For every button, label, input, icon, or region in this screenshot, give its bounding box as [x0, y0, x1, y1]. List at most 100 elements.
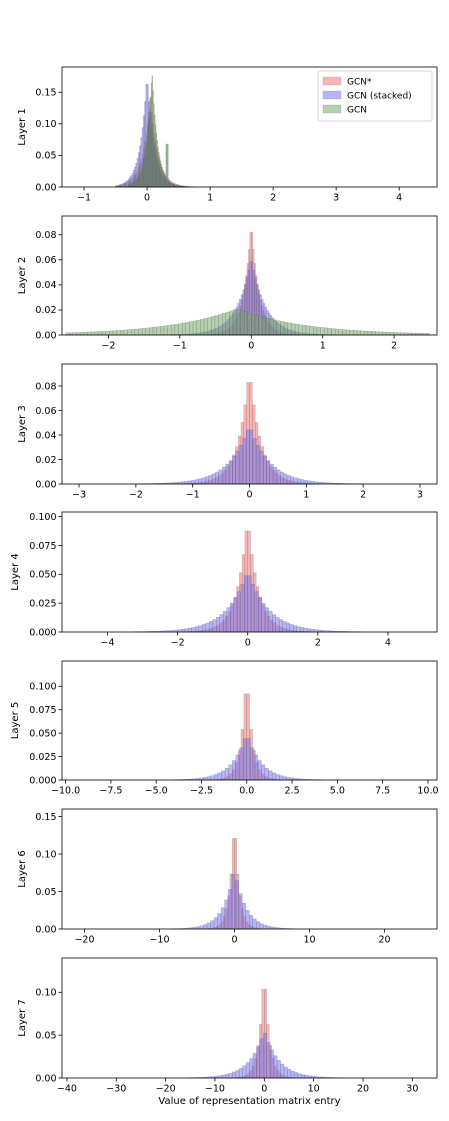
x-tick-label: 2: [315, 638, 321, 649]
x-tick-label: 10: [303, 935, 315, 946]
histogram-bar: [221, 770, 226, 781]
histogram-bar: [94, 331, 99, 336]
x-tick-label: −2: [129, 490, 143, 501]
histogram-bar: [300, 479, 305, 485]
histogram-bar: [272, 614, 276, 633]
x-tick-label: 4: [385, 638, 391, 649]
histogram-bar: [235, 451, 240, 485]
histogram-bar: [309, 326, 314, 336]
x-tick-label: −10.0: [51, 786, 80, 797]
y-tick-label: 0.00: [35, 1073, 56, 1084]
histogram-bar: [216, 616, 220, 633]
histogram-bar: [233, 597, 238, 633]
histogram-bar: [199, 925, 204, 930]
histogram-bar: [238, 893, 243, 930]
histogram-bar: [266, 460, 271, 485]
x-tick-label: −2.5: [190, 786, 213, 797]
histogram-bar: [245, 909, 250, 930]
histogram-bar: [174, 323, 179, 336]
histogram-bar: [101, 331, 106, 336]
histogram-bar: [342, 329, 347, 336]
x-tick-label: 20: [378, 935, 390, 946]
histogram-bar: [149, 327, 154, 336]
histogram-bar: [356, 330, 361, 336]
histogram-bar: [263, 1032, 267, 1079]
histogram-bar: [205, 622, 210, 633]
y-tick-label: 0.075: [29, 541, 56, 552]
histogram-bar: [262, 317, 267, 336]
histogram-bar: [252, 918, 257, 930]
histogram-bar: [225, 463, 230, 485]
histogram-bar: [259, 1038, 264, 1079]
y-tick-label: 0.08: [35, 381, 56, 392]
histogram-bar: [307, 480, 312, 485]
x-tick-label: −30: [106, 1084, 126, 1095]
histogram-bar: [269, 463, 274, 485]
histogram-bar: [305, 325, 310, 336]
histogram-bar: [261, 602, 266, 633]
histogram-bar: [256, 921, 261, 930]
histogram-bar: [289, 624, 294, 633]
histogram-bar: [235, 754, 240, 781]
histogram-bar: [279, 775, 284, 781]
y-tick-label: 0.06: [35, 406, 56, 417]
histogram-bar: [194, 626, 199, 633]
histogram-bar: [360, 330, 365, 336]
histogram-bar: [270, 1049, 274, 1079]
y-tick-label: 0.00: [35, 330, 56, 341]
histogram-bar: [120, 329, 125, 336]
histogram-bar: [301, 1074, 305, 1079]
x-tick-label: 0.0: [239, 786, 254, 797]
y-tick-label: 0.10: [35, 119, 56, 130]
histogram-bar: [276, 469, 281, 485]
histogram-bar: [127, 329, 132, 336]
histogram-bar: [210, 775, 215, 781]
histogram-bar: [291, 323, 296, 336]
y-tick-label: 0.02: [35, 305, 56, 316]
y-axis-label: Layer 1: [17, 108, 28, 145]
histogram-bar: [200, 319, 205, 336]
histogram-bar: [163, 325, 168, 336]
histogram-bar: [242, 738, 247, 781]
histogram-bar: [280, 1063, 285, 1079]
histogram-bar: [298, 324, 303, 336]
x-tick-label: 0: [245, 638, 251, 649]
histogram-bar: [282, 621, 287, 633]
histogram-bar: [279, 619, 283, 633]
histogram-bar: [203, 924, 208, 930]
histogram-bar: [385, 331, 390, 336]
histogram-bar: [279, 471, 284, 485]
histogram-bar: [273, 319, 278, 336]
histogram-bar: [297, 478, 301, 485]
histogram-bar: [235, 1070, 240, 1079]
histogram-bar: [282, 776, 287, 781]
histogram-bar: [286, 622, 290, 633]
histogram-bar: [287, 322, 292, 336]
x-tick-label: 1: [303, 490, 309, 501]
x-tick-label: 2: [360, 490, 366, 501]
x-tick-label: −2: [101, 341, 115, 352]
histogram-bar: [228, 460, 233, 485]
histogram-bar: [189, 321, 194, 336]
legend-box: [317, 70, 433, 122]
y-tick-label: 0.05: [35, 887, 56, 898]
histogram-bar: [178, 323, 183, 336]
histogram-bar: [247, 312, 252, 336]
histogram-bar: [215, 471, 220, 485]
histogram-bar: [225, 311, 230, 336]
histogram-bar: [382, 331, 387, 336]
histogram-bar: [116, 330, 121, 336]
histogram-bar: [268, 770, 273, 781]
histogram-bar: [286, 475, 291, 485]
axes-frame: [61, 660, 438, 781]
legend-entry: GCN: [347, 106, 367, 116]
y-tick-label: 0.04: [35, 430, 56, 441]
x-tick-label: 0: [248, 341, 254, 352]
histogram-bar: [160, 326, 165, 336]
histogram-bar: [242, 1065, 247, 1079]
x-tick-label: −2: [171, 638, 185, 649]
axes-frame: [61, 808, 438, 930]
histogram-bar: [230, 602, 234, 633]
y-tick-label: 0.00: [35, 479, 56, 490]
y-axis-label: Layer 5: [10, 702, 21, 739]
